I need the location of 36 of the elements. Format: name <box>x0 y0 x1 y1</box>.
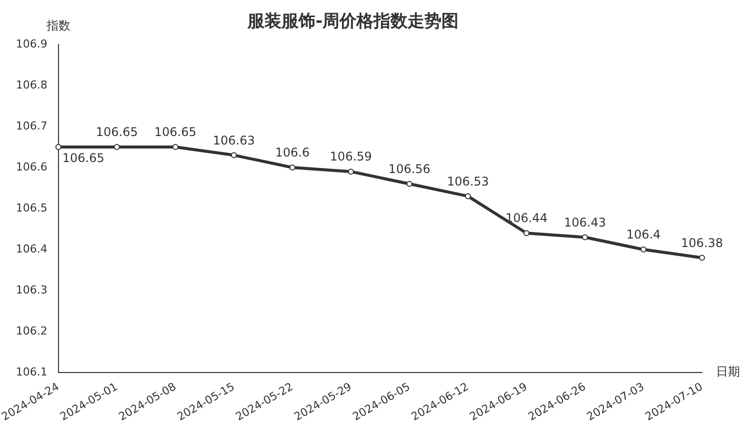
point <box>699 254 705 261</box>
y-tick-label: 106.8 <box>16 78 48 92</box>
point <box>230 152 237 158</box>
y-tick-label: 106.1 <box>16 365 48 378</box>
point <box>523 230 530 236</box>
y-tick-label: 106.4 <box>16 242 48 256</box>
data-label: 106.63 <box>212 133 255 148</box>
data-label: 106.6 <box>275 146 310 160</box>
x-axis-title: 日期 <box>716 364 740 379</box>
point <box>55 144 62 150</box>
chart-title: 服装服饰-周价格指数走势图 <box>246 12 459 32</box>
data-label: 106.59 <box>330 150 372 164</box>
y-tick-label: 106.3 <box>16 283 48 296</box>
data-label: 106.53 <box>446 174 489 188</box>
point <box>114 144 120 150</box>
y-tick-label: 106.2 <box>16 324 48 338</box>
data-label: 106.65 <box>96 125 138 140</box>
data-label: 106.43 <box>564 215 606 230</box>
point <box>640 246 646 253</box>
data-label: 106.65 <box>62 151 104 166</box>
y-axis-title: 指数 <box>45 18 70 33</box>
y-tick-label: 106.5 <box>16 201 48 214</box>
point <box>582 234 588 240</box>
y-tick-label: 106.6 <box>16 160 48 174</box>
point <box>172 144 178 150</box>
data-label: 106.65 <box>154 125 196 140</box>
data-label: 106.38 <box>681 236 723 250</box>
point <box>464 193 471 200</box>
point <box>406 180 412 187</box>
data-label: 106.44 <box>505 211 548 226</box>
point <box>289 164 296 170</box>
y-tick-label: 106.7 <box>16 119 48 132</box>
point <box>348 168 354 175</box>
data-label: 106.56 <box>388 162 430 176</box>
y-tick-label: 106.9 <box>16 37 48 50</box>
data-label: 106.4 <box>626 228 661 242</box>
